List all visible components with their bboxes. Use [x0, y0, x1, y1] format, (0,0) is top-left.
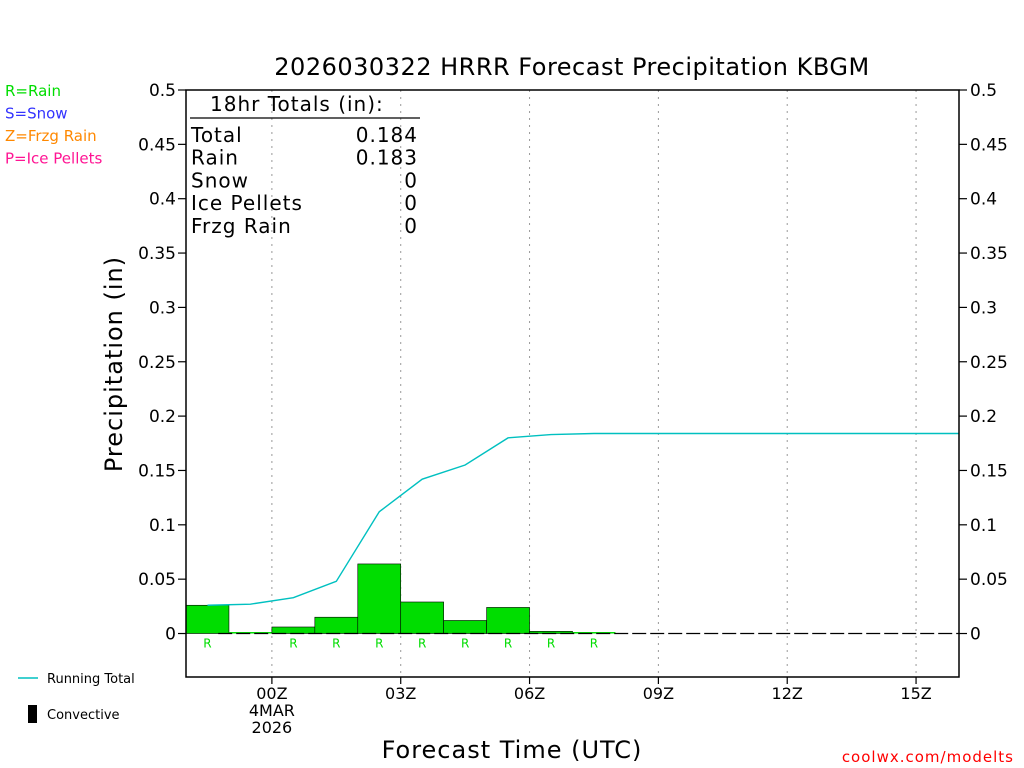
y-tick-label: 0.3	[149, 298, 176, 318]
ptype-legend-entry: S=Snow	[5, 105, 68, 123]
totals-row-value: 0	[404, 168, 418, 192]
left-y-axis: 0 0.05 0.1 0.15 0.2 0.25 0.3 0.35 0.4 0.45 0.5	[138, 81, 186, 645]
precip-bar	[357, 563, 402, 634]
y-tick-label: 0	[165, 625, 176, 645]
precip-bar	[228, 632, 272, 634]
x-axis-title: Forecast Time (UTC)	[382, 736, 643, 764]
y-tick-label-right: 0.35	[970, 244, 1008, 264]
totals-row-label: Frzg Rain	[191, 214, 292, 238]
y-tick-label-right: 0	[970, 625, 981, 645]
precip-bar	[400, 601, 444, 634]
totals-box: 18hr Totals (in): Total 0.184 Rain 0.183 Snow…	[190, 92, 420, 238]
y-tick-label-right: 0.3	[970, 298, 997, 318]
series-legend: Running Total Convective	[18, 672, 135, 723]
totals-row-value: 0.184	[356, 123, 418, 147]
y-tick-label-right: 0.4	[970, 190, 997, 210]
y-tick-label: 0.2	[149, 407, 176, 427]
x-tick-label: 06Z	[514, 684, 545, 703]
y-tick-label: 0.1	[149, 516, 176, 536]
ptype-marker: R	[461, 637, 469, 651]
ptype-marker: R	[203, 637, 211, 651]
ptype-marker: R	[375, 637, 383, 651]
totals-row-value: 0	[404, 214, 418, 238]
precip-type-legend: R=Rain S=Snow Z=Frzg Rain P=Ice Pellets	[5, 82, 102, 168]
x-tick-label: 03Z	[385, 684, 416, 703]
ptype-marker: R	[289, 637, 297, 651]
x-tick-label: 00Z	[256, 684, 287, 703]
y-tick-label-right: 0.45	[970, 135, 1008, 155]
y-tick-label-right: 0.1	[970, 516, 997, 536]
y-tick-label: 0.45	[138, 135, 176, 155]
totals-row-label: Snow	[191, 168, 249, 192]
totals-row-value: 0.183	[356, 146, 418, 170]
totals-row-value: 0	[404, 191, 418, 215]
y-tick-label: 0.15	[138, 461, 176, 481]
ptype-marker: R	[547, 637, 555, 651]
precip-bar	[185, 604, 230, 634]
chart-title: 2026030322 HRRR Forecast Precipitation K…	[274, 53, 869, 81]
ptype-marker: R	[590, 637, 598, 651]
running-total-line	[207, 432, 959, 606]
y-tick-label: 0.05	[138, 570, 176, 590]
y-tick-label: 0.5	[149, 81, 176, 101]
precip-bar	[486, 607, 530, 634]
legend-bar-swatch	[28, 705, 37, 723]
precip-bar	[572, 632, 616, 634]
y-tick-label-right: 0.15	[970, 461, 1008, 481]
y-tick-label-right: 0.25	[970, 353, 1008, 373]
ptype-marker: R	[418, 637, 426, 651]
ptype-marker: R	[504, 637, 512, 651]
hourly-precip-bars	[185, 563, 616, 634]
y-tick-label-right: 0.2	[970, 407, 997, 427]
totals-header: 18hr Totals (in):	[210, 92, 384, 116]
y-tick-label-right: 0.05	[970, 570, 1008, 590]
ptype-legend-entry: P=Ice Pellets	[5, 150, 102, 168]
y-axis-title: Precipitation (in)	[100, 256, 128, 472]
ptype-legend-entry: R=Rain	[5, 82, 61, 100]
x-tick-label: 4MAR	[249, 701, 295, 720]
running-total-polyline	[207, 432, 959, 606]
totals-row-label: Total	[190, 123, 243, 147]
precip-bar	[443, 620, 487, 634]
precip-bar	[314, 616, 359, 634]
ptype-legend-entry: Z=Frzg Rain	[5, 127, 97, 145]
x-tick-label: 09Z	[643, 684, 674, 703]
x-tick-label: 2026	[252, 718, 293, 737]
credit-text: coolwx.com/modelts	[842, 748, 1014, 766]
y-tick-label-right: 0.5	[970, 81, 997, 101]
plot-frame	[185, 89, 960, 678]
y-tick-label: 0.35	[138, 244, 176, 264]
y-tick-label: 0.4	[149, 190, 176, 210]
right-y-axis: 0 0.05 0.1 0.15 0.2 0.25 0.3 0.35 0.4 0.45 0.5	[959, 81, 1008, 645]
y-tick-label: 0.25	[138, 353, 176, 373]
x-tick-label: 15Z	[900, 684, 931, 703]
totals-row-label: Ice Pellets	[191, 191, 303, 215]
precip-bar	[271, 626, 316, 634]
series-legend-label: Convective	[47, 708, 120, 723]
totals-row-label: Rain	[191, 146, 239, 170]
x-tick-label: 12Z	[772, 684, 803, 703]
ptype-marker: R	[332, 637, 340, 651]
series-legend-label: Running Total	[47, 672, 135, 687]
